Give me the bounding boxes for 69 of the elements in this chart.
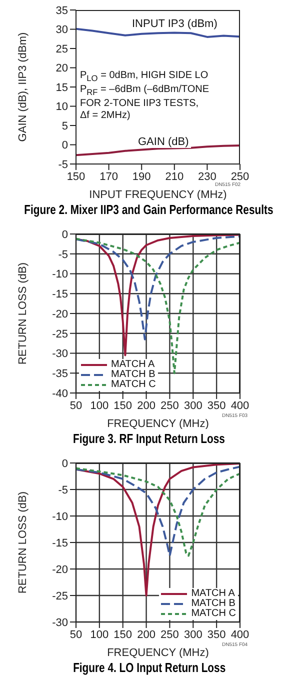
y-tick-label: -20 xyxy=(52,564,68,576)
x-tick-label: 150 xyxy=(114,628,132,641)
x-tick-label: 300 xyxy=(184,400,202,412)
x-tick-label: 210 xyxy=(165,170,184,183)
y-tick-label: -25 xyxy=(52,590,68,602)
legend-label: MATCH B xyxy=(191,598,236,609)
x-tick-label: 300 xyxy=(184,628,202,641)
y-tick-label: 15 xyxy=(56,82,68,94)
y-tick-label: -15 xyxy=(52,288,68,301)
x-tick-label: 200 xyxy=(137,400,156,412)
x-tick-label: 230 xyxy=(198,170,216,183)
x-tick-label: 400 xyxy=(230,628,250,641)
y-tick-label: 35 xyxy=(56,4,68,17)
x-tick-label: 200 xyxy=(137,628,156,641)
x-tick-label: 350 xyxy=(207,628,226,641)
x-tick-label: 350 xyxy=(207,400,226,412)
legend-label: MATCH A xyxy=(111,359,155,370)
x-tick-label: 400 xyxy=(230,400,250,412)
y-tick-label: -20 xyxy=(52,308,68,320)
y-tick-label: 10 xyxy=(56,101,68,114)
x-axis-title: FREQUENCY (MHz) xyxy=(107,647,209,659)
y-tick-label: -25 xyxy=(52,328,68,340)
x-tick-label: 100 xyxy=(90,628,109,641)
series-label: GAIN (dB) xyxy=(136,136,191,148)
legend-label: MATCH C xyxy=(191,608,236,619)
x-tick-label: 50 xyxy=(70,400,82,412)
x-tick-label: 250 xyxy=(160,628,179,641)
y-tick-label: -35 xyxy=(52,368,68,380)
x-tick-label: 150 xyxy=(66,170,86,183)
legend-label: MATCH C xyxy=(111,379,156,390)
annotation: P$_{LO}$ = 0dBm, HIGH SIDE LO xyxy=(80,70,210,84)
y-tick-label: -10 xyxy=(52,510,68,523)
y-tick-label: -40 xyxy=(52,388,68,400)
y-tick-label: -15 xyxy=(52,537,68,550)
y-tick-label: -10 xyxy=(52,268,68,281)
x-tick-label: 250 xyxy=(160,400,179,412)
y-tick-label: 20 xyxy=(56,62,68,75)
x-tick-label: 50 xyxy=(70,628,82,641)
y-tick-label: -5 xyxy=(58,484,68,496)
legend-label: MATCH A xyxy=(191,588,235,599)
x-tick-label: 190 xyxy=(132,170,151,183)
x-axis-title: INPUT FREQUENCY (MHz) xyxy=(89,189,227,201)
x-tick-label: 150 xyxy=(114,400,132,412)
annotation: FOR 2-TONE IIP3 TESTS, xyxy=(80,98,200,110)
y-tick-label: 5 xyxy=(62,120,68,132)
y-tick-label: -30 xyxy=(52,616,68,629)
annotation: P$_{RF}$ = –6dBm (–6dBm/TONE xyxy=(80,84,210,98)
y-axis-title: GAIN (dB), IIP3 (dBm) xyxy=(16,32,29,142)
y-tick-label: -30 xyxy=(52,348,68,360)
y-tick-label: 0 xyxy=(62,458,68,470)
y-tick-label: -5 xyxy=(58,158,68,171)
text: Figure 4. LO Input Return Loss xyxy=(72,660,226,676)
y-axis-title: RETURN LOSS (dB) xyxy=(16,262,29,365)
y-axis-title: RETURN LOSS (dB) xyxy=(16,491,29,594)
y-tick-label: 30 xyxy=(56,24,68,36)
legend-label: MATCH B xyxy=(111,369,156,380)
y-tick-label: 25 xyxy=(56,43,68,56)
x-tick-label: 170 xyxy=(100,170,118,183)
x-axis-title: FREQUENCY (MHz) xyxy=(107,418,209,430)
y-tick-label: -5 xyxy=(58,248,68,261)
y-tick-label: 0 xyxy=(62,140,68,152)
text: Figure 3. RF Input Return Loss xyxy=(73,431,225,447)
annotation: Δf = 2MHz) xyxy=(80,110,132,122)
x-tick-label: 250 xyxy=(230,170,250,183)
y-tick-label: 0 xyxy=(62,228,68,241)
x-tick-label: 100 xyxy=(90,400,109,412)
line-series xyxy=(76,28,240,38)
series-label: INPUT IP3 (dBm) xyxy=(130,18,220,30)
text: Figure 2. Mixer IIP3 and Gain Performance Results xyxy=(24,202,274,218)
